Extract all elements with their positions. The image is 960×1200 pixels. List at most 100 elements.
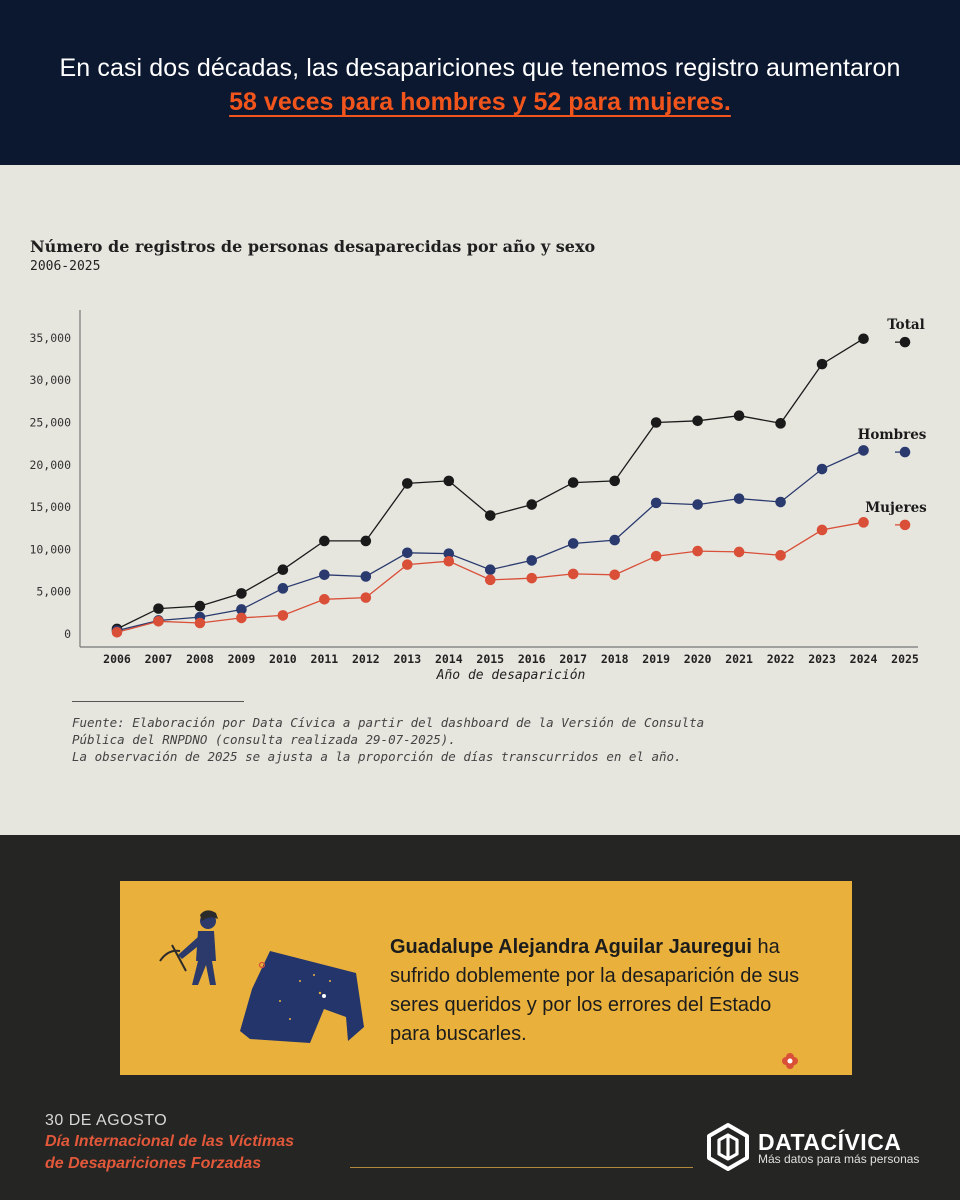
data-point bbox=[567, 477, 579, 488]
data-point bbox=[402, 478, 413, 489]
x-tick-label: 2018 bbox=[601, 652, 629, 666]
data-point bbox=[236, 612, 247, 624]
data-point bbox=[775, 550, 786, 561]
data-point bbox=[816, 524, 828, 536]
flower-icon bbox=[782, 1053, 798, 1069]
y-tick-label: 0 bbox=[64, 627, 71, 641]
chart-title: Número de registros de personas desapare… bbox=[30, 237, 596, 256]
series-line bbox=[116, 449, 864, 632]
commemoration-date: 30 DE AGOSTO bbox=[45, 1112, 168, 1129]
data-point bbox=[816, 463, 828, 475]
data-point bbox=[692, 415, 703, 427]
x-tick-label: 2023 bbox=[808, 652, 836, 666]
story-section: Guadalupe Alejandra Aguilar Jauregui ha … bbox=[0, 835, 960, 1200]
data-point bbox=[360, 571, 372, 582]
data-point bbox=[775, 418, 786, 429]
data-point bbox=[484, 510, 496, 521]
data-point bbox=[194, 617, 206, 629]
story-body: ha sufrido doblemente por la desaparició… bbox=[390, 936, 800, 1045]
data-point bbox=[360, 535, 372, 547]
data-point bbox=[443, 555, 455, 567]
data-point bbox=[402, 559, 413, 570]
data-point bbox=[360, 592, 372, 603]
data-point bbox=[443, 475, 455, 487]
x-tick-label: 2011 bbox=[311, 652, 339, 666]
story-text: Guadalupe Alejandra Aguilar Jauregui ha … bbox=[390, 933, 810, 1049]
chart-axes bbox=[79, 310, 918, 648]
data-point bbox=[692, 499, 703, 510]
header-banner: En casi dos décadas, las desapariciones … bbox=[0, 0, 960, 165]
y-tick-label: 15,000 bbox=[29, 500, 71, 514]
data-point bbox=[111, 627, 123, 638]
datacivica-logo-icon[interactable] bbox=[704, 1122, 752, 1172]
data-point bbox=[899, 336, 911, 348]
data-point bbox=[775, 496, 786, 508]
x-tick-label: 2025 bbox=[891, 652, 919, 666]
data-point bbox=[899, 446, 911, 458]
data-point bbox=[236, 604, 247, 615]
data-point bbox=[484, 564, 496, 576]
searcher-illustration bbox=[159, 910, 218, 985]
data-point bbox=[899, 519, 911, 531]
brand-name[interactable]: DATACÍVICA bbox=[758, 1129, 902, 1155]
data-point bbox=[526, 572, 538, 584]
x-tick-label: 2020 bbox=[684, 652, 712, 666]
x-tick-label: 2010 bbox=[269, 652, 297, 666]
series-points bbox=[111, 333, 911, 638]
y-tick-label: 10,000 bbox=[29, 542, 71, 556]
data-point bbox=[277, 610, 289, 621]
source-line-3: La observación de 2025 se ajusta a la pr… bbox=[72, 749, 682, 764]
series-lines bbox=[116, 338, 901, 633]
x-tick-label: 2019 bbox=[642, 652, 670, 666]
headline-line-1: En casi dos décadas, las desapariciones … bbox=[59, 54, 901, 82]
data-point bbox=[484, 574, 496, 586]
source-divider bbox=[72, 701, 244, 702]
footer-divider bbox=[350, 1167, 693, 1168]
y-tick-label: 20,000 bbox=[29, 458, 71, 472]
chart-subtitle: 2006-2025 bbox=[30, 259, 101, 274]
story-person-name: Guadalupe Alejandra Aguilar Jauregui bbox=[390, 936, 752, 958]
x-tick-label: 2013 bbox=[393, 652, 421, 666]
y-tick-label: 25,000 bbox=[29, 416, 71, 430]
series-line bbox=[116, 338, 864, 630]
data-point bbox=[153, 603, 164, 614]
x-tick-label: 2024 bbox=[850, 652, 878, 666]
line-chart: 0 5,000 10,000 15,000 20,000 25,000 30,000 35,0… bbox=[29, 310, 927, 683]
x-tick-label: 2017 bbox=[559, 652, 587, 666]
data-point bbox=[443, 548, 455, 559]
series-label: Total bbox=[887, 317, 925, 333]
data-point bbox=[526, 555, 538, 566]
x-tick-label: 2007 bbox=[145, 652, 173, 666]
x-tick-label: 2014 bbox=[435, 652, 463, 666]
source-line-2: Pública del RNPDNO (consulta realizada 2… bbox=[72, 732, 456, 747]
data-point bbox=[650, 550, 662, 562]
x-tick-label: 2008 bbox=[186, 652, 214, 666]
x-axis-ticks: 2006 2007 2008 2009 2010 2011 2012 2013 2014 2015… bbox=[103, 652, 919, 666]
series-label: Hombres bbox=[858, 427, 927, 443]
data-point bbox=[319, 594, 330, 605]
commemoration-title-line-1: Día Internacional de las Víctimas bbox=[45, 1133, 294, 1150]
data-point bbox=[609, 569, 620, 581]
x-tick-label: 2015 bbox=[476, 652, 504, 666]
brand-tagline: Más datos para más personas bbox=[758, 1152, 920, 1166]
x-tick-label: 2022 bbox=[767, 652, 795, 666]
data-point bbox=[526, 499, 538, 510]
illustration bbox=[159, 910, 364, 1043]
x-tick-label: 2006 bbox=[103, 652, 131, 666]
data-point bbox=[692, 545, 703, 557]
data-point bbox=[609, 475, 620, 487]
chart-panel: Número de registros de personas desapare… bbox=[0, 165, 960, 835]
headline-line-2: 58 veces para hombres y 52 para mujeres. bbox=[0, 88, 960, 117]
headline-highlight: 58 veces para hombres y 52 para mujeres. bbox=[229, 88, 731, 116]
x-tick-label: 2009 bbox=[228, 652, 256, 666]
x-tick-label: 2016 bbox=[518, 652, 546, 666]
data-point bbox=[277, 583, 289, 594]
data-point bbox=[816, 358, 828, 370]
source-note: Fuente: Elaboración por Data Cívica a pa… bbox=[72, 714, 704, 765]
data-point bbox=[567, 538, 579, 549]
story-card: Guadalupe Alejandra Aguilar Jauregui ha … bbox=[120, 881, 852, 1075]
dug-ground-illustration bbox=[240, 951, 364, 1043]
source-line-1: Fuente: Elaboración por Data Cívica a pa… bbox=[72, 715, 705, 730]
y-tick-label: 35,000 bbox=[29, 331, 71, 345]
data-point bbox=[402, 547, 413, 559]
